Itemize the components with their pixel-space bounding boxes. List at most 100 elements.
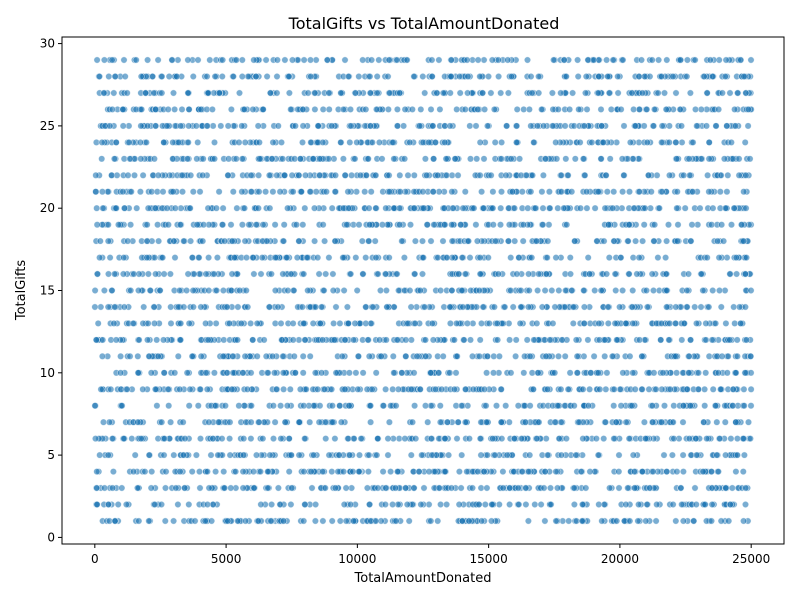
data-point xyxy=(203,122,211,130)
data-point xyxy=(147,484,155,492)
data-point xyxy=(431,468,439,476)
data-point xyxy=(362,105,370,113)
data-point xyxy=(513,122,521,130)
data-point xyxy=(566,254,574,262)
data-point xyxy=(594,188,602,196)
data-point xyxy=(347,270,355,278)
data-point xyxy=(125,138,133,146)
data-point xyxy=(605,89,613,97)
data-point xyxy=(428,451,436,459)
data-point xyxy=(187,171,195,179)
data-point xyxy=(271,418,279,426)
data-point xyxy=(438,385,446,393)
data-point xyxy=(284,286,292,294)
data-point xyxy=(478,188,486,196)
data-point xyxy=(735,303,743,311)
data-point xyxy=(365,204,373,212)
data-point xyxy=(339,155,347,163)
data-point xyxy=(649,418,657,426)
data-point xyxy=(150,303,158,311)
data-point xyxy=(625,188,633,196)
data-point xyxy=(456,73,464,81)
data-point xyxy=(119,188,127,196)
data-point xyxy=(659,369,667,377)
data-point xyxy=(93,56,101,64)
data-point xyxy=(203,73,211,81)
data-point xyxy=(309,155,317,163)
data-point xyxy=(402,336,410,344)
data-point xyxy=(233,204,241,212)
data-point xyxy=(483,451,491,459)
data-point xyxy=(385,56,393,64)
data-point xyxy=(91,286,99,294)
data-point xyxy=(519,221,527,229)
data-point xyxy=(582,484,590,492)
data-point xyxy=(643,303,651,311)
data-point xyxy=(254,122,262,130)
data-point xyxy=(439,237,447,245)
y-tick-label: 5 xyxy=(47,448,55,462)
data-point xyxy=(476,138,484,146)
data-point xyxy=(679,418,687,426)
data-point xyxy=(657,73,665,81)
data-point xyxy=(537,500,545,508)
data-point xyxy=(288,56,296,64)
data-point xyxy=(124,171,132,179)
data-point xyxy=(269,435,277,443)
data-point xyxy=(737,319,745,327)
data-point xyxy=(555,435,563,443)
data-point xyxy=(410,204,418,212)
data-point xyxy=(418,451,426,459)
data-point xyxy=(342,517,350,525)
data-point xyxy=(716,188,724,196)
data-point xyxy=(541,517,549,525)
data-point xyxy=(726,270,734,278)
data-point xyxy=(468,484,476,492)
data-point xyxy=(175,138,183,146)
data-point xyxy=(697,303,705,311)
data-point xyxy=(419,254,427,262)
data-point xyxy=(628,303,636,311)
data-point xyxy=(362,171,370,179)
data-point xyxy=(336,319,344,327)
data-point xyxy=(679,402,687,410)
data-point xyxy=(119,105,127,113)
data-point xyxy=(604,303,612,311)
data-point xyxy=(473,237,481,245)
data-point xyxy=(640,122,648,130)
data-point xyxy=(339,105,347,113)
data-point xyxy=(455,468,463,476)
data-point xyxy=(190,270,198,278)
data-point xyxy=(289,319,297,327)
data-point xyxy=(236,286,244,294)
data-point xyxy=(237,319,245,327)
data-point xyxy=(93,221,101,229)
data-point xyxy=(205,286,213,294)
data-point xyxy=(358,237,366,245)
data-point xyxy=(609,56,617,64)
data-point xyxy=(477,319,485,327)
data-point xyxy=(679,451,687,459)
data-point xyxy=(528,369,536,377)
data-point xyxy=(96,237,104,245)
data-point xyxy=(210,270,218,278)
data-point xyxy=(522,500,530,508)
data-point xyxy=(219,204,227,212)
data-point xyxy=(277,319,285,327)
data-point xyxy=(614,73,622,81)
data-point xyxy=(655,204,663,212)
data-point xyxy=(732,468,740,476)
data-point xyxy=(676,56,684,64)
data-point xyxy=(292,221,300,229)
data-point xyxy=(301,336,309,344)
data-point xyxy=(740,451,748,459)
data-point xyxy=(228,270,236,278)
data-point xyxy=(581,171,589,179)
data-point xyxy=(535,89,543,97)
data-point xyxy=(139,385,147,393)
data-point xyxy=(205,418,213,426)
data-point xyxy=(413,352,421,360)
data-point xyxy=(491,451,499,459)
data-point xyxy=(223,369,231,377)
data-point xyxy=(280,221,288,229)
